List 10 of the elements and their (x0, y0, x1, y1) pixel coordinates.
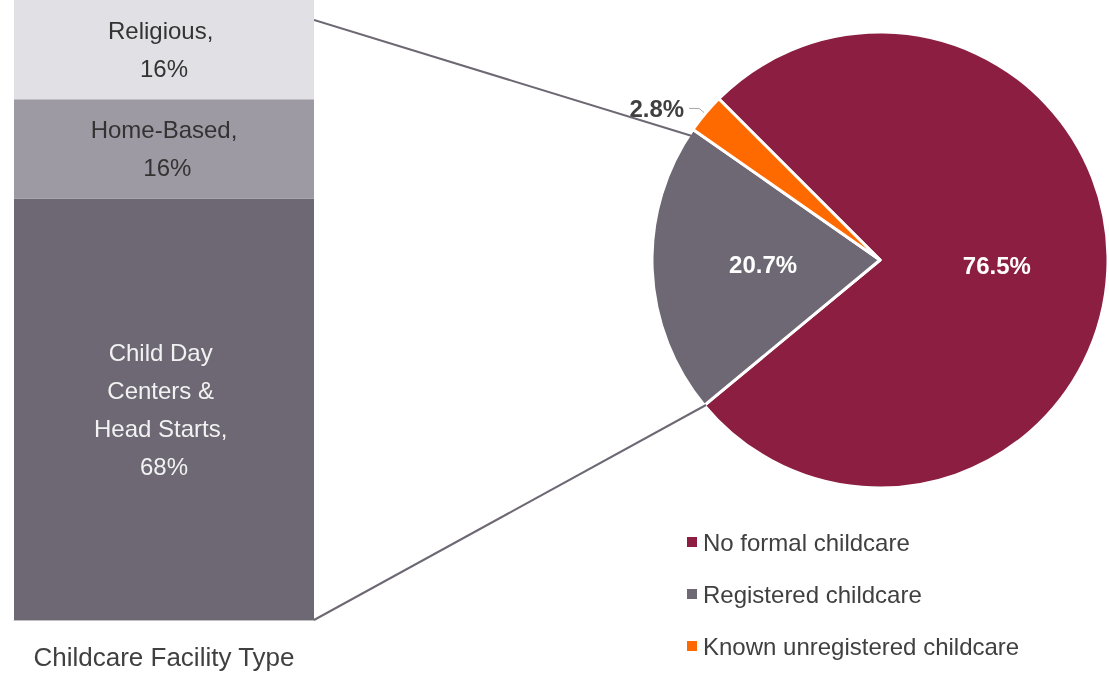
data-label: 2.8% (629, 94, 685, 122)
data-label: Home-Based, 16% (90, 116, 238, 182)
data-label: 76.5% (962, 252, 1031, 280)
legend-label: No formal childcare (703, 528, 910, 556)
data-label: Religious, 16% (107, 17, 221, 83)
data-label: 20.7% (729, 251, 798, 279)
x-axis-title: Childcare Facility Type (33, 642, 295, 672)
data-label: Child Day Centers & Head Starts, 68% (93, 338, 235, 480)
legend-label: Known unregistered childcare (703, 632, 1020, 660)
legend-label: Registered childcare (703, 580, 922, 608)
